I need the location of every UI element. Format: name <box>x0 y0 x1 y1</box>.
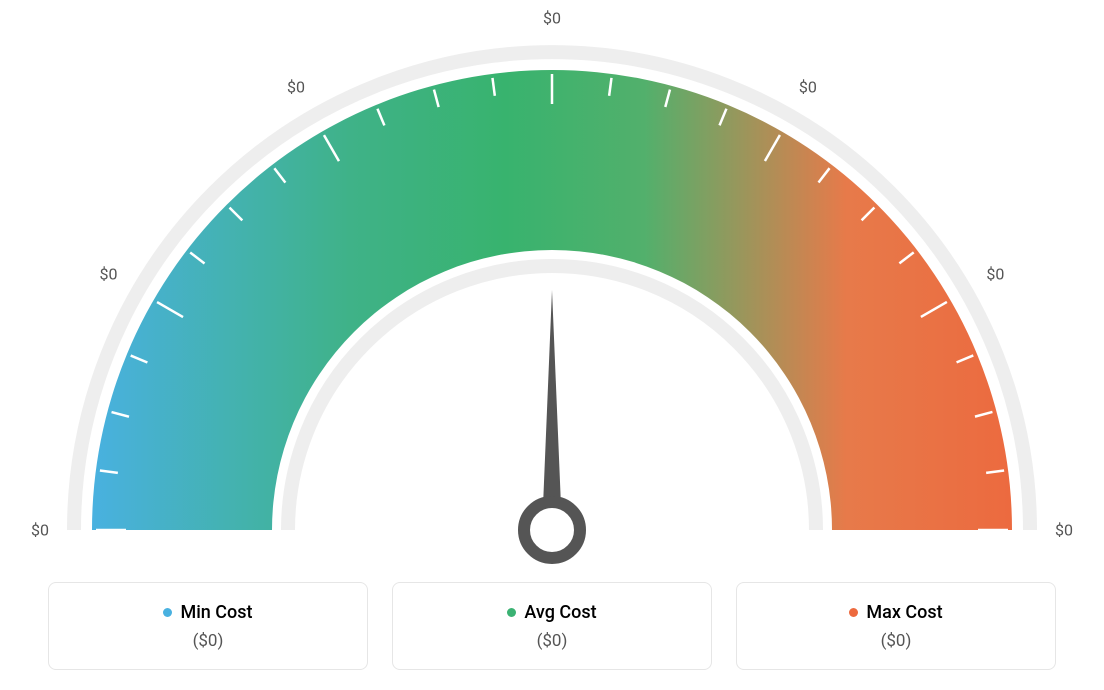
scale-label: $0 <box>543 9 561 28</box>
scale-label: $0 <box>31 521 49 540</box>
scale-label: $0 <box>986 264 1004 283</box>
scale-label: $0 <box>287 77 305 96</box>
gauge-chart: $0 $0 $0 $0 $0 $0 $0 <box>0 0 1104 560</box>
legend-label-avg: Avg Cost <box>524 602 596 623</box>
legend-box-avg: Avg Cost ($0) <box>392 582 712 670</box>
scale-label: $0 <box>100 265 118 284</box>
legend-dot-max <box>849 608 858 617</box>
scale-label: $0 <box>1055 521 1073 540</box>
gauge-svg <box>52 20 1052 580</box>
legend-label-min: Min Cost <box>180 602 252 623</box>
legend-value-avg: ($0) <box>537 631 568 651</box>
legend-box-max: Max Cost ($0) <box>736 582 1056 670</box>
legend-value-max: ($0) <box>881 631 912 651</box>
scale-label: $0 <box>799 77 817 96</box>
legend-box-min: Min Cost ($0) <box>48 582 368 670</box>
legend-value-min: ($0) <box>193 631 224 651</box>
legend-dot-min <box>163 608 172 617</box>
legend-dot-avg <box>507 608 516 617</box>
legend-label-max: Max Cost <box>866 602 942 623</box>
legend-row: Min Cost ($0) Avg Cost ($0) Max Cost ($0… <box>48 582 1056 670</box>
